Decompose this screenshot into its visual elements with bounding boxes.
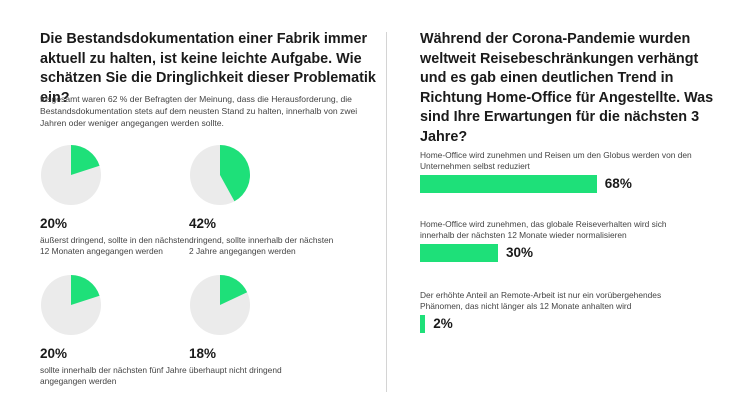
pie-category-label: sollte innerhalb der nächsten fünf Jahre… xyxy=(40,365,187,387)
pie-value-label: 42% xyxy=(189,216,217,231)
pie-chart-2 xyxy=(190,145,250,205)
pie-value-label: 18% xyxy=(189,346,217,361)
pie-value-slice xyxy=(220,275,248,305)
pie-chart-4 xyxy=(190,275,250,335)
pie-chart-1 xyxy=(41,145,101,205)
right-question-title: Während der Corona-Pandemie wurden weltw… xyxy=(420,31,714,145)
left-question-title: Die Bestandsdokumentation einer Fabrik i… xyxy=(40,31,376,106)
bar-category-label: Der erhöhte Anteil an Remote-Arbeit ist … xyxy=(420,290,662,312)
section-divider xyxy=(386,32,387,392)
pie-value-slice xyxy=(71,275,100,305)
bar-value-label: 2% xyxy=(433,316,453,331)
bar-value-label: 30% xyxy=(506,245,534,260)
bar-mark xyxy=(420,175,597,193)
bar-value-label: 68% xyxy=(604,176,632,191)
pie-value-label: 20% xyxy=(40,216,68,231)
bar-mark xyxy=(420,315,426,333)
pie-chart-3 xyxy=(41,275,101,335)
left-description: Insgesamt waren 62 % der Befragten der M… xyxy=(40,94,358,128)
bar-category-label: Home-Office wird zunehmen, das globale R… xyxy=(420,219,667,241)
pie-value-slice xyxy=(220,145,250,202)
pie-category-label: überhaupt nicht dringend xyxy=(189,365,282,375)
bar-category-label: Home-Office wird zunehmen und Reisen um … xyxy=(420,150,692,172)
bar-mark xyxy=(420,244,498,262)
pie-category-label: äußerst dringend, sollte in den nächsten… xyxy=(40,235,189,257)
pie-category-label: dringend, sollte innerhalb der nächsten … xyxy=(189,235,334,257)
pie-value-label: 20% xyxy=(40,346,68,361)
pie-value-slice xyxy=(71,145,100,175)
